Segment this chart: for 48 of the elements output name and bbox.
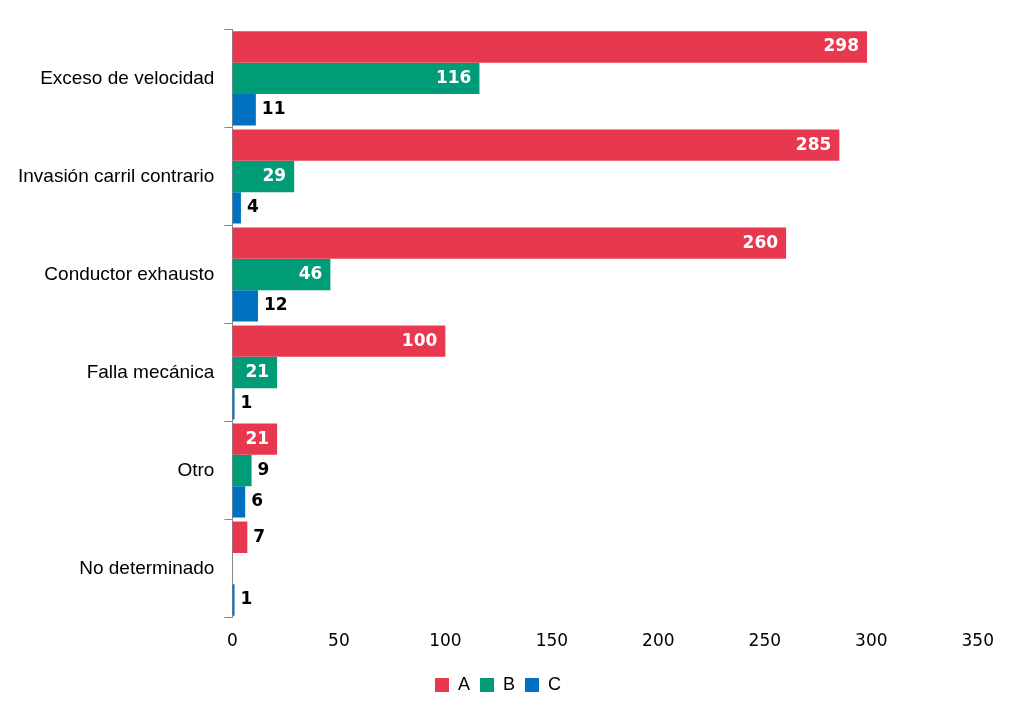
x-tick-label: 350 (961, 630, 994, 651)
x-tick-label: 100 (429, 630, 462, 651)
y-tick-label: Conductor exhausto (44, 262, 215, 284)
bar (232, 129, 840, 161)
data-label: 1 (240, 392, 253, 413)
x-tick-label: 150 (535, 630, 569, 651)
bar (232, 521, 248, 553)
data-label: 29 (262, 164, 287, 185)
data-label: 100 (401, 329, 438, 350)
x-tick-label: 250 (748, 630, 782, 651)
data-label: 21 (245, 427, 270, 448)
x-tick-label: 50 (328, 630, 350, 651)
legend-label: A (457, 673, 471, 694)
data-label: 285 (795, 133, 832, 154)
data-label: 21 (245, 360, 270, 381)
bar (232, 227, 787, 259)
y-tick-label: Falla mecánica (86, 360, 215, 382)
data-label: 1 (240, 588, 253, 609)
data-label: 298 (823, 35, 860, 56)
data-label: 116 (435, 66, 472, 87)
bar (232, 94, 256, 126)
bar (232, 62, 480, 95)
bar (232, 486, 246, 518)
data-label: 12 (263, 294, 288, 315)
x-tick-label: 200 (642, 630, 675, 651)
data-label: 11 (261, 98, 286, 119)
data-label: 4 (246, 196, 259, 217)
legend-label: C (548, 673, 562, 694)
bar (232, 31, 868, 63)
y-tick-label: Otro (177, 458, 215, 480)
bar (232, 454, 252, 487)
bar (232, 192, 241, 224)
bar (232, 290, 258, 322)
data-label: 46 (298, 262, 323, 283)
x-tick-label: 0 (227, 630, 238, 651)
data-label: 260 (742, 231, 779, 252)
y-tick-label: Invasión carril contrario (17, 164, 215, 186)
legend-label: B (503, 673, 516, 694)
bar (232, 388, 235, 420)
data-label: 6 (251, 490, 264, 511)
bar (232, 258, 331, 291)
data-label: 7 (253, 525, 266, 546)
bar (232, 325, 446, 357)
y-tick-label: No determinado (79, 556, 215, 578)
data-label: 9 (257, 458, 270, 479)
y-tick-label: Exceso de velocidad (40, 66, 215, 88)
bar (232, 584, 235, 616)
x-tick-label: 300 (855, 630, 888, 651)
